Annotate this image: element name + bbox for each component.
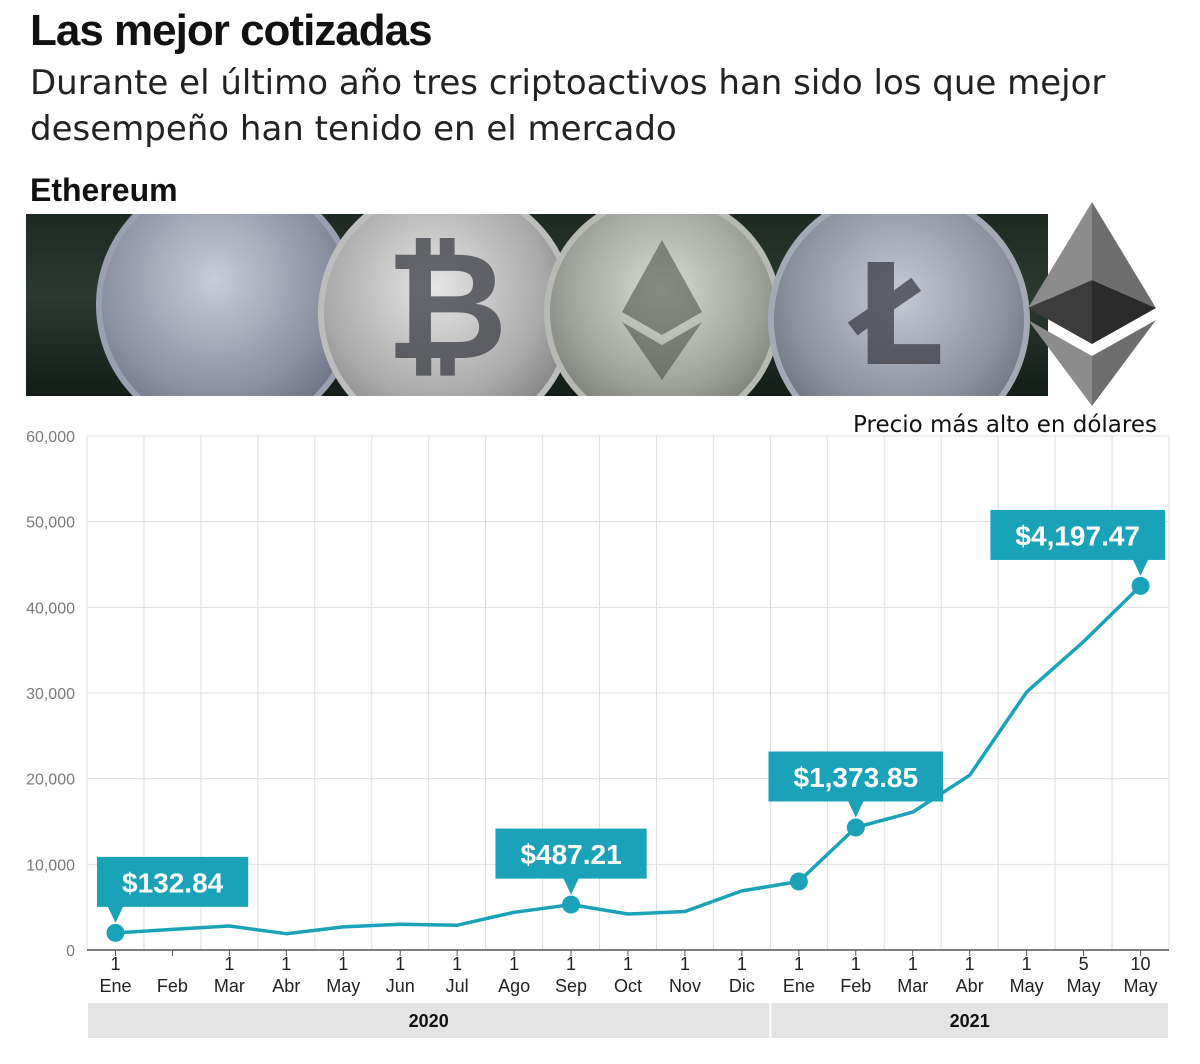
price-callout-label: $487.21 (520, 839, 621, 870)
price-callout-label: $1,373.85 (794, 762, 919, 793)
ethereum-coin-image (544, 214, 781, 396)
price-callout: $132.84 (97, 856, 249, 923)
x-tick-month-label: Ago (498, 976, 530, 996)
x-tick-month-label: May (326, 976, 360, 996)
price-callouts: $132.84 $487.21 $1,373.85 $4,197.47 (97, 509, 1165, 923)
x-tick-month-label: Nov (669, 976, 701, 996)
price-callout-box (990, 509, 1165, 560)
data-point-marker (106, 923, 125, 942)
price-callout-pointer (847, 800, 864, 818)
y-axis: 0 10,000 20,000 30,000 40,000 50,000 60,000 (26, 429, 75, 960)
y-tick-label: 40,000 (26, 600, 75, 617)
y-tick-label: 50,000 (26, 515, 75, 532)
price-callout-pointer (107, 905, 124, 923)
x-tick-day-label: 1 (737, 954, 747, 974)
crypto-coins-photo: ₿ Ł (26, 214, 1048, 396)
x-tick-month-label: Ene (783, 976, 815, 996)
x-tick-month-label: Mar (897, 976, 928, 996)
x-tick-month-label: May (1010, 976, 1044, 996)
x-tick-month-label: Mar (214, 976, 245, 996)
section-label: Ethereum (30, 172, 178, 208)
unit-label: Precio más alto en dólares (853, 412, 1157, 438)
x-tick-month-label: Dic (729, 976, 755, 996)
litecoin-symbol-icon: Ł (854, 235, 944, 396)
x-tick-month-label: Jun (386, 976, 415, 996)
price-callout: $1,373.85 (768, 751, 944, 818)
y-tick-label: 60,000 (26, 429, 75, 446)
x-tick-month-label: Feb (840, 976, 871, 996)
x-tick-month-label: May (1067, 976, 1101, 996)
x-tick-day-label: 1 (452, 954, 462, 974)
chart-title: Las mejor cotizadas (30, 6, 433, 55)
ethereum-coin-symbol-icon (622, 240, 702, 380)
x-tick-day-label: 1 (794, 954, 804, 974)
bitcoin-symbol-icon: ₿ (385, 220, 508, 394)
year-band (771, 1003, 1168, 1038)
x-tick-month-label: Abr (272, 976, 300, 996)
data-markers (106, 576, 1150, 942)
year-label: 2020 (409, 1011, 449, 1031)
x-tick-day-label: 1 (680, 954, 690, 974)
data-point-marker (1131, 576, 1150, 595)
x-tick-month-label: Oct (614, 976, 642, 996)
x-tick-day-label: 1 (908, 954, 918, 974)
data-point-marker (562, 895, 581, 914)
year-label: 2021 (950, 1011, 990, 1031)
x-tick-month-label: Feb (157, 976, 188, 996)
x-tick-day-label: 1 (281, 954, 291, 974)
x-tick-day-label: 1 (110, 954, 120, 974)
x-tick-day-label: 1 (395, 954, 405, 974)
x-tick-day-label: 1 (224, 954, 234, 974)
x-tick-day-label: 10 (1131, 954, 1151, 974)
price-callout-box (495, 828, 647, 879)
x-tick-day-label: 1 (1022, 954, 1032, 974)
x-tick-day-label: 1 (965, 954, 975, 974)
x-tick-month-label: Abr (956, 976, 984, 996)
chart-subtitle: Durante el último año tres criptoactivos… (30, 63, 1106, 149)
y-tick-label: 30,000 (26, 686, 75, 703)
x-tick-day-label: 1 (509, 954, 519, 974)
year-band (88, 1003, 770, 1038)
series-line (115, 584, 1142, 936)
price-series-line (115, 584, 1142, 936)
price-callout-label: $132.84 (122, 867, 224, 898)
x-tick-month-label: Ene (99, 976, 131, 996)
y-tick-label: 0 (66, 943, 75, 960)
x-tick-day-label: 5 (1079, 954, 1089, 974)
data-point-marker (846, 818, 865, 837)
x-tick-day-label: 1 (338, 954, 348, 974)
x-tick-day-label: 1 (566, 954, 576, 974)
price-callout-label: $4,197.47 (1015, 520, 1140, 551)
price-callout-pointer (563, 877, 580, 895)
ethereum-logo-icon (1028, 202, 1156, 406)
x-tick-day-label: 1 (623, 954, 633, 974)
year-bands: 2020 2021 (88, 1003, 1168, 1038)
price-callout-box (768, 751, 944, 802)
data-point-marker (789, 872, 808, 891)
litecoin-coin-image: Ł (768, 214, 1030, 396)
x-tick-month-label: May (1124, 976, 1158, 996)
price-callout: $487.21 (495, 828, 647, 895)
y-tick-label: 10,000 (26, 857, 75, 874)
y-tick-label: 20,000 (26, 772, 75, 789)
price-callout-box (97, 856, 249, 907)
x-tick-month-label: Jul (446, 976, 469, 996)
price-callout-pointer (1132, 558, 1149, 576)
price-callout: $4,197.47 (990, 509, 1165, 576)
x-tick-day-label: 1 (851, 954, 861, 974)
x-tick-month-label: Sep (555, 976, 587, 996)
